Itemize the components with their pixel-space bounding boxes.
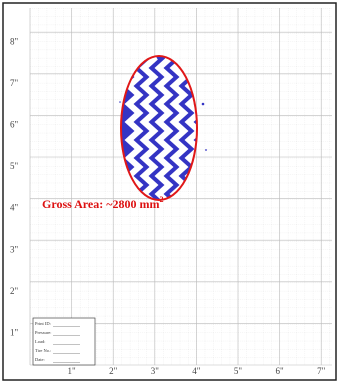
gross-area-annotation: Gross Area: ~2800 mm2 xyxy=(42,195,163,211)
form-field-label: Load: xyxy=(35,339,46,344)
info-form: Print ID: Pressure: Load: Tire No.: Date: xyxy=(33,318,95,365)
form-field-label: Print ID: xyxy=(35,321,51,326)
annotation-text: Gross Area: ~2800 mm xyxy=(42,197,159,211)
annotation-superscript: 2 xyxy=(159,195,163,204)
x-axis-label: 4" xyxy=(192,366,201,376)
x-axis-label: 3" xyxy=(151,366,160,376)
y-axis-label: 8" xyxy=(10,36,19,46)
y-axis-label: 5" xyxy=(10,161,19,171)
y-axis-label: 4" xyxy=(10,203,19,213)
x-axis-label: 6" xyxy=(276,366,285,376)
form-field-label: Tire No.: xyxy=(35,348,51,353)
form-field-label: Pressure: xyxy=(35,330,52,335)
y-axis-label: 2" xyxy=(10,286,19,296)
footprint-sheet: Gross Area: ~2800 mm2 Print ID: Pressure:… xyxy=(0,0,339,383)
y-axis-label: 7" xyxy=(10,78,19,88)
y-axis-label: 3" xyxy=(10,244,19,254)
x-axis-label: 7" xyxy=(317,366,326,376)
form-field-label: Date: xyxy=(35,357,45,362)
y-axis-label: 1" xyxy=(10,327,19,337)
x-axis-label: 2" xyxy=(109,366,118,376)
y-axis-label: 6" xyxy=(10,119,19,129)
x-axis-label: 1" xyxy=(68,366,77,376)
x-axis-label: 5" xyxy=(234,366,243,376)
